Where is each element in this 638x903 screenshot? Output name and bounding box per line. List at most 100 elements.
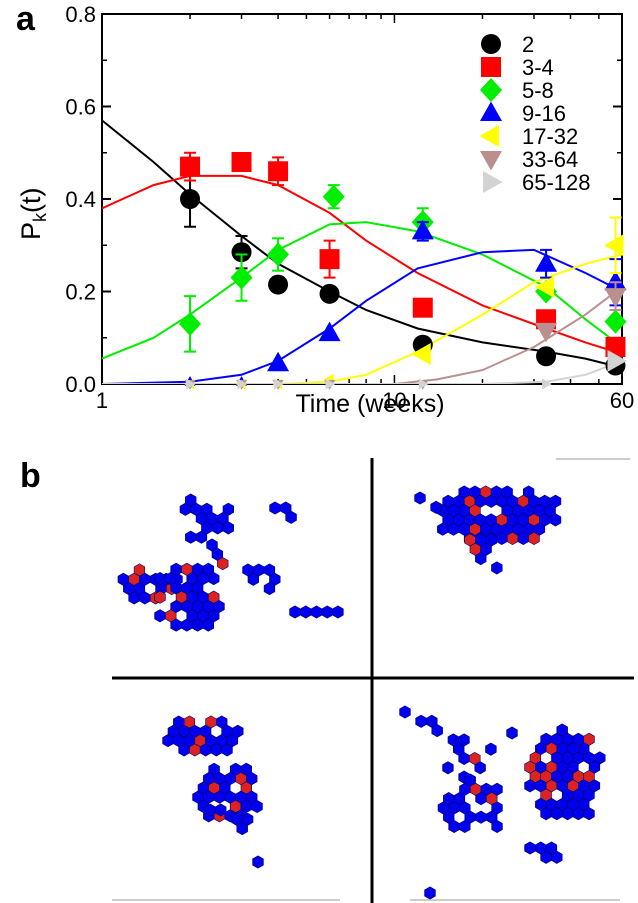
node-cell (506, 726, 518, 740)
highlight-cell (217, 557, 229, 571)
data-point-2 (319, 283, 340, 304)
data-point-17-32 (603, 234, 624, 257)
y-tick-label: 0.6 (65, 95, 96, 120)
legend-label: 3-4 (522, 55, 554, 80)
x-tick-label: 1 (96, 388, 108, 413)
node-cell (414, 491, 426, 505)
node-cell (213, 790, 226, 804)
y-axis-label: Pk(t) (16, 188, 50, 241)
node-cell (459, 819, 471, 834)
node-cell (181, 618, 193, 632)
node-cell (300, 605, 312, 619)
data-point-65-128 (325, 378, 336, 390)
node-cell (215, 803, 227, 817)
node-cell (491, 561, 503, 575)
node-cell (191, 618, 204, 632)
series-curve-9-16 (102, 248, 622, 384)
data-point-9-16 (267, 351, 290, 372)
data-point-3-4 (412, 297, 433, 318)
node-cell (210, 743, 222, 757)
data-point-5-8 (267, 242, 290, 267)
data-point-2 (180, 189, 201, 209)
data-point-2 (231, 242, 252, 263)
node-cell (310, 605, 323, 619)
legend-marker-17-32 (479, 125, 499, 147)
data-point-5-8 (604, 309, 627, 334)
legend-label: 2 (522, 32, 534, 57)
data-point-2 (536, 346, 557, 367)
data-point-3-4 (268, 161, 289, 182)
data-point-17-32 (534, 275, 555, 298)
node-cell (221, 743, 233, 757)
node-cell (332, 605, 344, 619)
node-cell (517, 531, 529, 546)
node-cell (128, 591, 140, 605)
data-point-9-16 (318, 321, 341, 342)
data-point-9-16 (535, 252, 558, 272)
node-cell (199, 743, 212, 757)
node-cell (485, 742, 497, 756)
node-cell (485, 494, 497, 508)
node-cell (251, 799, 263, 814)
node-cell (162, 734, 174, 748)
node-cell (572, 807, 585, 821)
node-cell (415, 714, 427, 728)
data-point-9-16 (604, 270, 627, 291)
legend-marker-2 (481, 34, 501, 54)
y-tick-label: 0.0 (65, 372, 96, 397)
legend-label: 65-128 (522, 170, 591, 195)
node-cell (437, 522, 449, 536)
node-cell (540, 850, 552, 864)
legend-marker-65-128 (483, 171, 503, 193)
node-cell (475, 792, 487, 806)
panel-label-b: b (20, 457, 41, 495)
chart-panel-a: 0.0 0.2 0.4 0.6 0.8 1 10 60 Time (weeks) Pk(t) 23-… (16, 2, 634, 418)
node-cell (269, 501, 281, 515)
x-axis-label: Time (weeks) (295, 390, 444, 418)
node-cell (549, 513, 562, 527)
legend-label: 5-8 (522, 78, 554, 103)
node-cell (458, 751, 470, 766)
data-point-65-128 (237, 378, 248, 390)
data-point-9-16 (411, 219, 434, 240)
node-cell (202, 618, 214, 632)
node-cell (447, 522, 460, 536)
data-point-65-128 (418, 378, 429, 390)
legend-marker-33-64 (480, 151, 502, 171)
legend-marker-3-4 (481, 57, 501, 77)
cluster-panel-b (112, 458, 634, 903)
node-cell (321, 605, 333, 619)
node-cell (524, 841, 536, 855)
legend-marker-9-16 (480, 101, 502, 121)
node-cell (491, 819, 503, 834)
node-cell (247, 572, 260, 586)
legend-marker-5-8 (480, 78, 502, 102)
node-cell (179, 502, 191, 516)
data-point-2 (268, 274, 289, 295)
node-cell (448, 819, 460, 834)
y-tick-label: 0.4 (65, 187, 96, 212)
series-curve-3-4 (102, 174, 622, 355)
x-tick-label: 10 (382, 388, 406, 413)
node-cell (583, 807, 595, 821)
node-cell (178, 743, 190, 757)
data-point-17-32 (411, 342, 431, 365)
panel-label-a: a (16, 0, 36, 38)
node-cell (185, 530, 197, 544)
node-cell (551, 850, 563, 864)
x-tick-label: 60 (610, 388, 634, 413)
node-cell (252, 855, 264, 869)
node-cell (139, 591, 151, 605)
highlight-cell (506, 531, 519, 546)
node-cell (208, 572, 220, 586)
data-point-65-128 (542, 378, 552, 390)
node-cell (204, 803, 216, 817)
series-curve-33-64 (102, 286, 622, 384)
node-cell (540, 807, 552, 821)
node-cell (289, 605, 301, 619)
node-cell (442, 761, 454, 775)
data-point-65-128 (607, 349, 627, 372)
node-cell (211, 521, 224, 535)
node-cell (424, 886, 436, 900)
